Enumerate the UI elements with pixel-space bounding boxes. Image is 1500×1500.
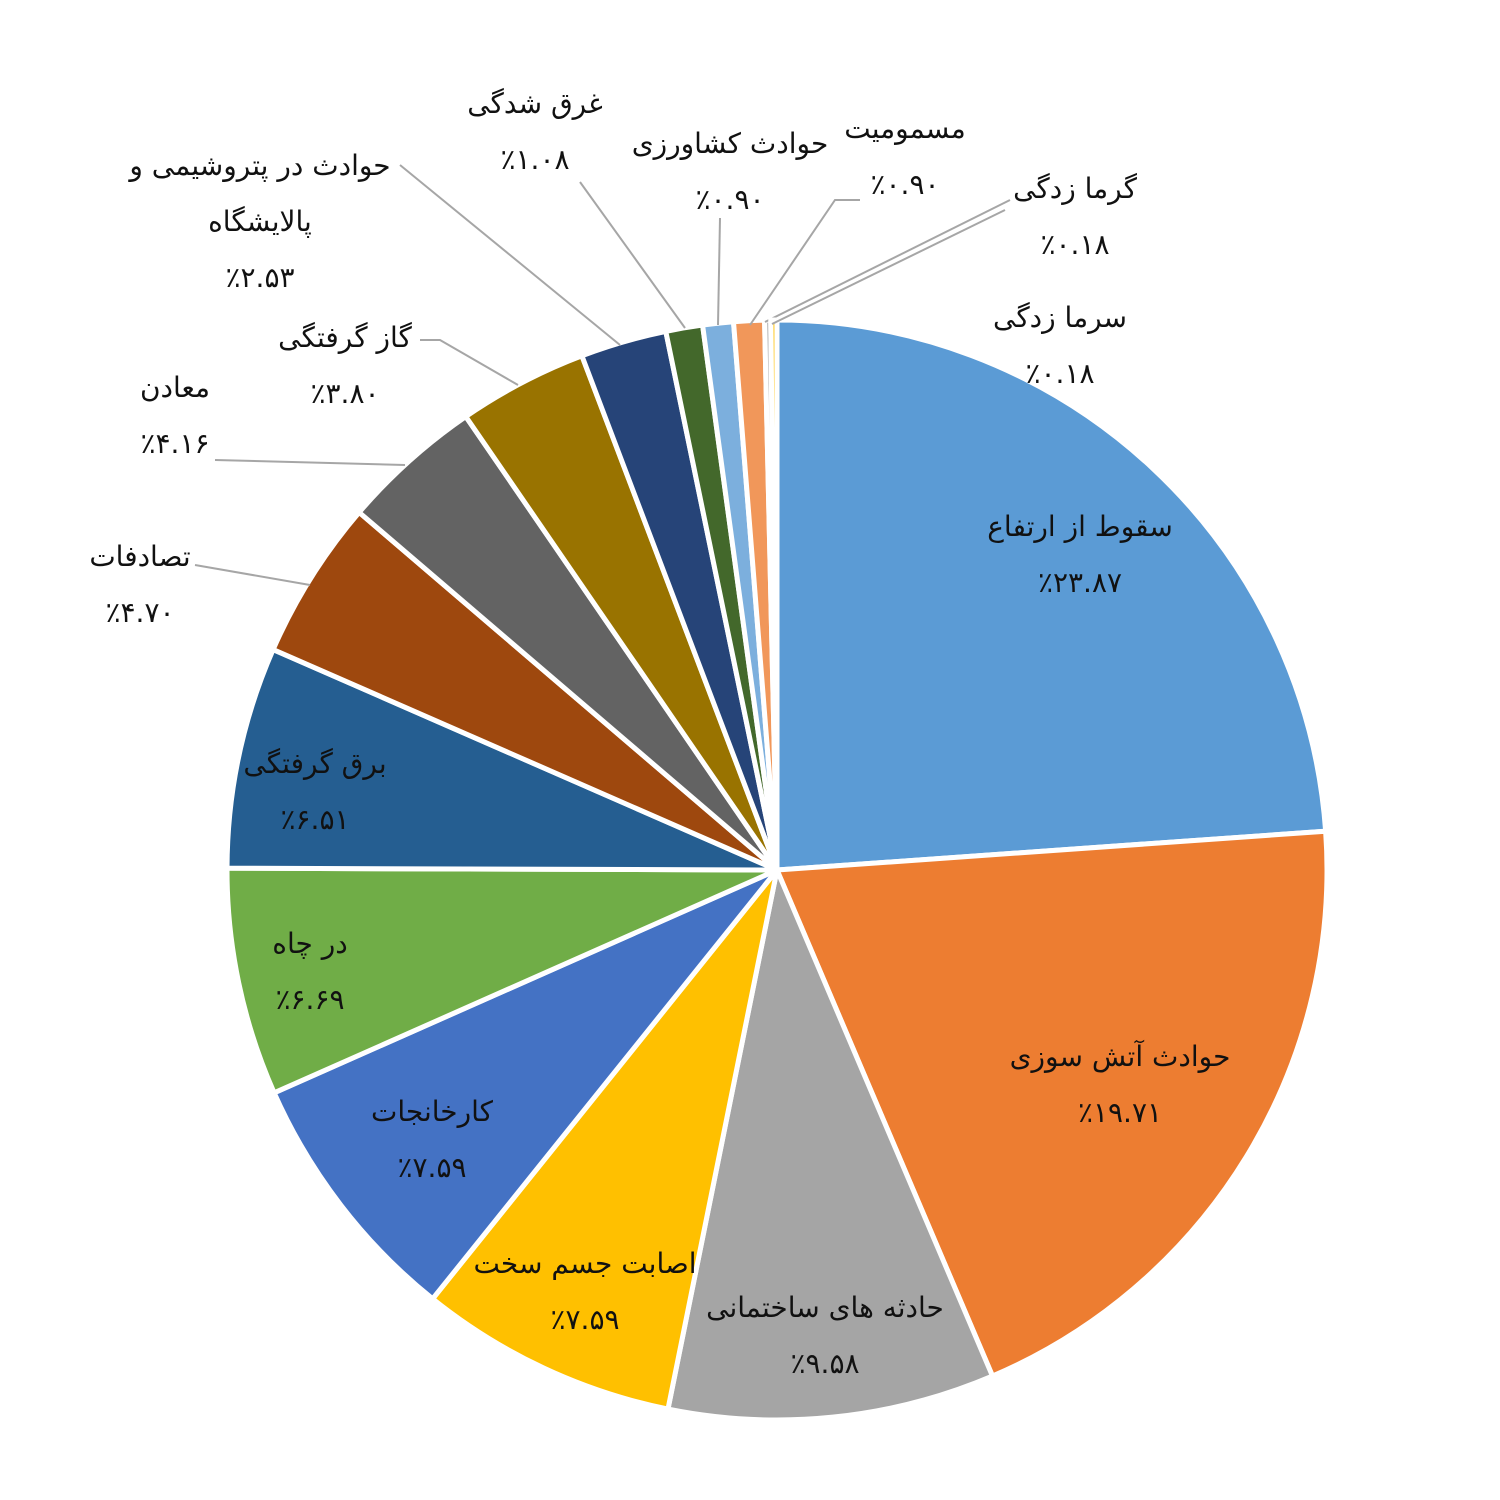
value-label: ٪۰.۱۸ [1025,357,1095,390]
value-label: ٪۳.۸۰ [310,377,380,410]
value-label: ٪۰.۹۰ [870,168,940,201]
leader-line [579,181,686,329]
slice-label: اصابت جسم سخت ٪۷.۵۹ [435,1236,735,1348]
slice-label: کارخانجات ٪۷.۵۹ [302,1084,562,1196]
value-label: ٪۱.۰۸ [500,143,570,176]
pie-slice [429,868,780,1413]
value-label: ٪۷.۵۹ [397,1151,467,1184]
pie-slice [269,508,779,873]
pie-slice [768,317,780,871]
value-label: ٪۲.۵۳ [225,261,295,294]
leader-line [771,209,1006,325]
category-label: حوادث آتش سوزی [1009,1040,1231,1073]
value-label: ٪۴.۱۶ [140,427,210,460]
pie-slice [773,828,1330,1380]
category-label: برق گرفتگی [243,747,387,780]
slice-label: گرما زدگی ٪۰.۱۸ [975,161,1175,273]
category-label: حوادث کشاورزی [631,127,829,160]
leader-line [717,217,721,326]
leader-line [214,459,406,466]
leader-line [194,564,311,586]
slice-label: برق گرفتگی ٪۶.۵۱ [205,736,425,848]
category-label: در چاه [272,927,348,960]
slice-label: تصادفات ٪۴.۷۰ [40,529,240,641]
slice-label: حوادث کشاورزی ٪۰.۹۰ [610,116,850,228]
category-label: اصابت جسم سخت [473,1247,697,1280]
pie-slice [224,646,779,873]
category-label: غرق شدگی [467,87,603,120]
category-label: حادثه های ساختمانی [706,1291,944,1324]
slice-label: سقوط از ارتفاع ٪۲۳.۸۷ [930,499,1230,611]
value-label: ٪۰.۹۰ [695,183,765,216]
category-label: معادن [139,371,211,404]
slice-label: مسمومیت ٪۰.۹۰ [795,101,1015,213]
leader-line [420,339,519,386]
leader-line [749,199,860,326]
category-label: سرما زدگی [993,301,1127,334]
category-label: گاز گرفتگی [278,321,412,354]
leader-line [399,164,621,346]
category-label: مسمومیت [844,112,966,145]
slice-label: حوادث آتش سوزی ٪۱۹.۷۱ [970,1029,1270,1141]
pie-slice [665,861,996,1423]
value-label: ٪۶.۵۱ [280,803,350,836]
category-label: گرما زدگی [1013,172,1137,205]
category-label: سقوط از ارتفاع [987,510,1173,543]
slice-label: گاز گرفتگی ٪۳.۸۰ [245,310,445,422]
category-label: تصادفات [89,540,191,573]
leader-line [764,199,1011,323]
slice-label: معادن ٪۴.۱۶ [75,360,275,472]
value-label: ٪۰.۱۸ [1040,228,1110,261]
category-label: کارخانجات [371,1095,493,1128]
slice-label: حوادث در پتروشیمی و پالایشگاه ٪۲.۵۳ [115,138,405,306]
pie-slice [270,867,779,1303]
value-label: ٪۴.۷۰ [105,596,175,629]
pie-slice [774,317,1329,873]
value-label: ٪۹.۵۸ [790,1347,860,1380]
slice-label: در چاه ٪۶.۶۹ [210,916,410,1028]
value-label: ٪۱۹.۷۱ [1077,1096,1163,1129]
value-label: ٪۶.۶۹ [275,983,345,1016]
slice-label: حادثه های ساختمانی ٪۹.۵۸ [665,1280,985,1392]
value-label: ٪۷.۵۹ [550,1303,620,1336]
slice-label: غرق شدگی ٪۱.۰۸ [425,76,645,188]
slice-label: سرما زدگی ٪۰.۱۸ [960,290,1160,402]
pie-slice [224,865,779,1097]
category-label: حوادث در پتروشیمی و پالایشگاه [129,149,391,238]
value-label: ٪۲۳.۸۷ [1037,566,1123,599]
